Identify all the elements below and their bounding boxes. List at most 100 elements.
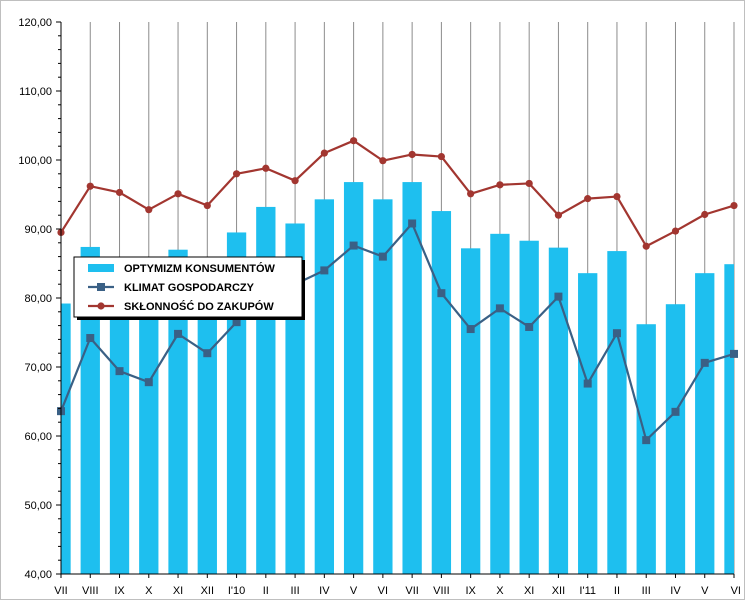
- data-point-circle: [525, 179, 533, 188]
- bar: [460, 248, 481, 574]
- series-line: [60, 139, 735, 248]
- data-point-circle: [145, 206, 153, 214]
- bar: [373, 199, 393, 574]
- y-tick-label: 40,00: [24, 569, 52, 581]
- data-point-square: [583, 379, 592, 388]
- data-point-circle: [203, 201, 211, 210]
- data-point-square: [700, 358, 709, 367]
- data-point-circle: [584, 195, 592, 203]
- x-tick-label: VI: [378, 585, 388, 597]
- axes: 40,00 50,00 60,00 70,00 80,00 90,00 100,00 110,…: [18, 17, 741, 597]
- x-tick-label: XII: [552, 585, 565, 597]
- x-tick-label: VII: [405, 585, 418, 597]
- data-point-circle: [642, 242, 650, 250]
- bar: [607, 251, 627, 574]
- data-point-circle: [554, 211, 563, 219]
- x-tick-label: III: [291, 585, 300, 597]
- data-point-square: [144, 378, 153, 387]
- data-point-square: [466, 325, 475, 334]
- x-tick-label: IV: [670, 585, 681, 597]
- data-point-circle: [291, 177, 299, 185]
- bar: [519, 240, 539, 575]
- data-point-square: [115, 367, 124, 376]
- x-tick-label: X: [496, 585, 504, 597]
- data-point-circle: [232, 170, 241, 178]
- x-tick-label: VIII: [433, 585, 450, 597]
- data-point-circle: [262, 164, 270, 172]
- data-point-circle: [408, 150, 416, 159]
- data-point-square: [671, 407, 680, 416]
- y-tick-label: 60,00: [24, 431, 52, 443]
- data-point-square: [320, 266, 329, 275]
- bar: [695, 273, 715, 574]
- x-tick-label: II: [263, 585, 269, 597]
- data-point-circle: [467, 190, 475, 198]
- data-point-circle: [613, 192, 621, 201]
- y-tick-label: 100,00: [18, 155, 52, 167]
- data-point-square: [612, 329, 621, 338]
- bar: [197, 270, 217, 574]
- y-tick-label: 90,00: [24, 224, 52, 236]
- data-point-circle: [320, 149, 328, 157]
- x-tick-label: I'10: [228, 585, 245, 597]
- x-tick-label: VI: [731, 585, 741, 597]
- bar: [431, 211, 452, 574]
- bar: [168, 249, 188, 574]
- data-point-circle: [86, 182, 94, 190]
- data-point-square: [378, 252, 387, 261]
- data-point-square: [86, 334, 95, 343]
- bar: [724, 264, 734, 574]
- series-line: [59, 222, 735, 442]
- data-point-square: [495, 304, 504, 313]
- x-tick-label: V: [701, 585, 709, 597]
- data-point-square: [349, 241, 358, 250]
- x-tick-label: XI: [524, 585, 534, 597]
- legend-swatch-bar: [88, 264, 114, 272]
- data-point-square: [437, 289, 446, 298]
- y-tick-label: 80,00: [24, 293, 52, 305]
- data-point-circle: [350, 137, 358, 145]
- data-point-circle: [730, 201, 738, 210]
- bar: [109, 270, 130, 574]
- data-point-circle: [174, 190, 182, 198]
- data-point-square: [554, 292, 563, 301]
- data-point-square: [730, 349, 738, 358]
- legend-marker-circle: [97, 302, 105, 310]
- data-point-square: [232, 318, 241, 327]
- x-tick-label: IX: [465, 585, 476, 597]
- data-point-circle: [701, 210, 709, 219]
- x-tick-label: I'11: [579, 585, 596, 597]
- data-point-circle: [671, 227, 680, 235]
- bar: [578, 273, 598, 574]
- legend-label: SKŁONNOŚĆ DO ZAKUPÓW: [124, 300, 274, 313]
- x-tick-label: XII: [201, 585, 214, 597]
- legend-label: KLIMAT GOSPODARCZY: [124, 282, 255, 294]
- bar: [665, 304, 686, 574]
- y-tick-label: 110,00: [19, 86, 52, 98]
- y-tick-label: 70,00: [24, 362, 52, 374]
- x-tick-label: VII: [54, 585, 67, 597]
- data-point-circle: [496, 181, 504, 189]
- data-point-square: [408, 219, 417, 228]
- bar: [548, 247, 569, 574]
- bar: [402, 182, 422, 574]
- data-point-square: [203, 349, 212, 358]
- y-tick-label: 50,00: [24, 500, 52, 512]
- bar: [61, 303, 71, 574]
- x-tick-label: II: [614, 585, 620, 597]
- bar: [139, 291, 159, 574]
- x-tick-label: IV: [319, 585, 330, 597]
- data-point-square: [525, 322, 534, 331]
- x-tick-label: IX: [114, 585, 125, 597]
- bar: [636, 324, 656, 574]
- y-tick-label: 120,00: [18, 17, 52, 29]
- data-point-circle: [115, 188, 124, 197]
- legend-marker-square: [97, 283, 105, 291]
- legend: OPTYMIZM KONSUMENTÓW KLIMAT GOSPODARCZY SK…: [73, 256, 305, 320]
- x-tick-label: X: [145, 585, 153, 597]
- data-point-square: [642, 436, 651, 445]
- data-point-circle: [379, 157, 387, 165]
- x-tick-label: VIII: [82, 585, 99, 597]
- x-tick-label: III: [642, 585, 651, 597]
